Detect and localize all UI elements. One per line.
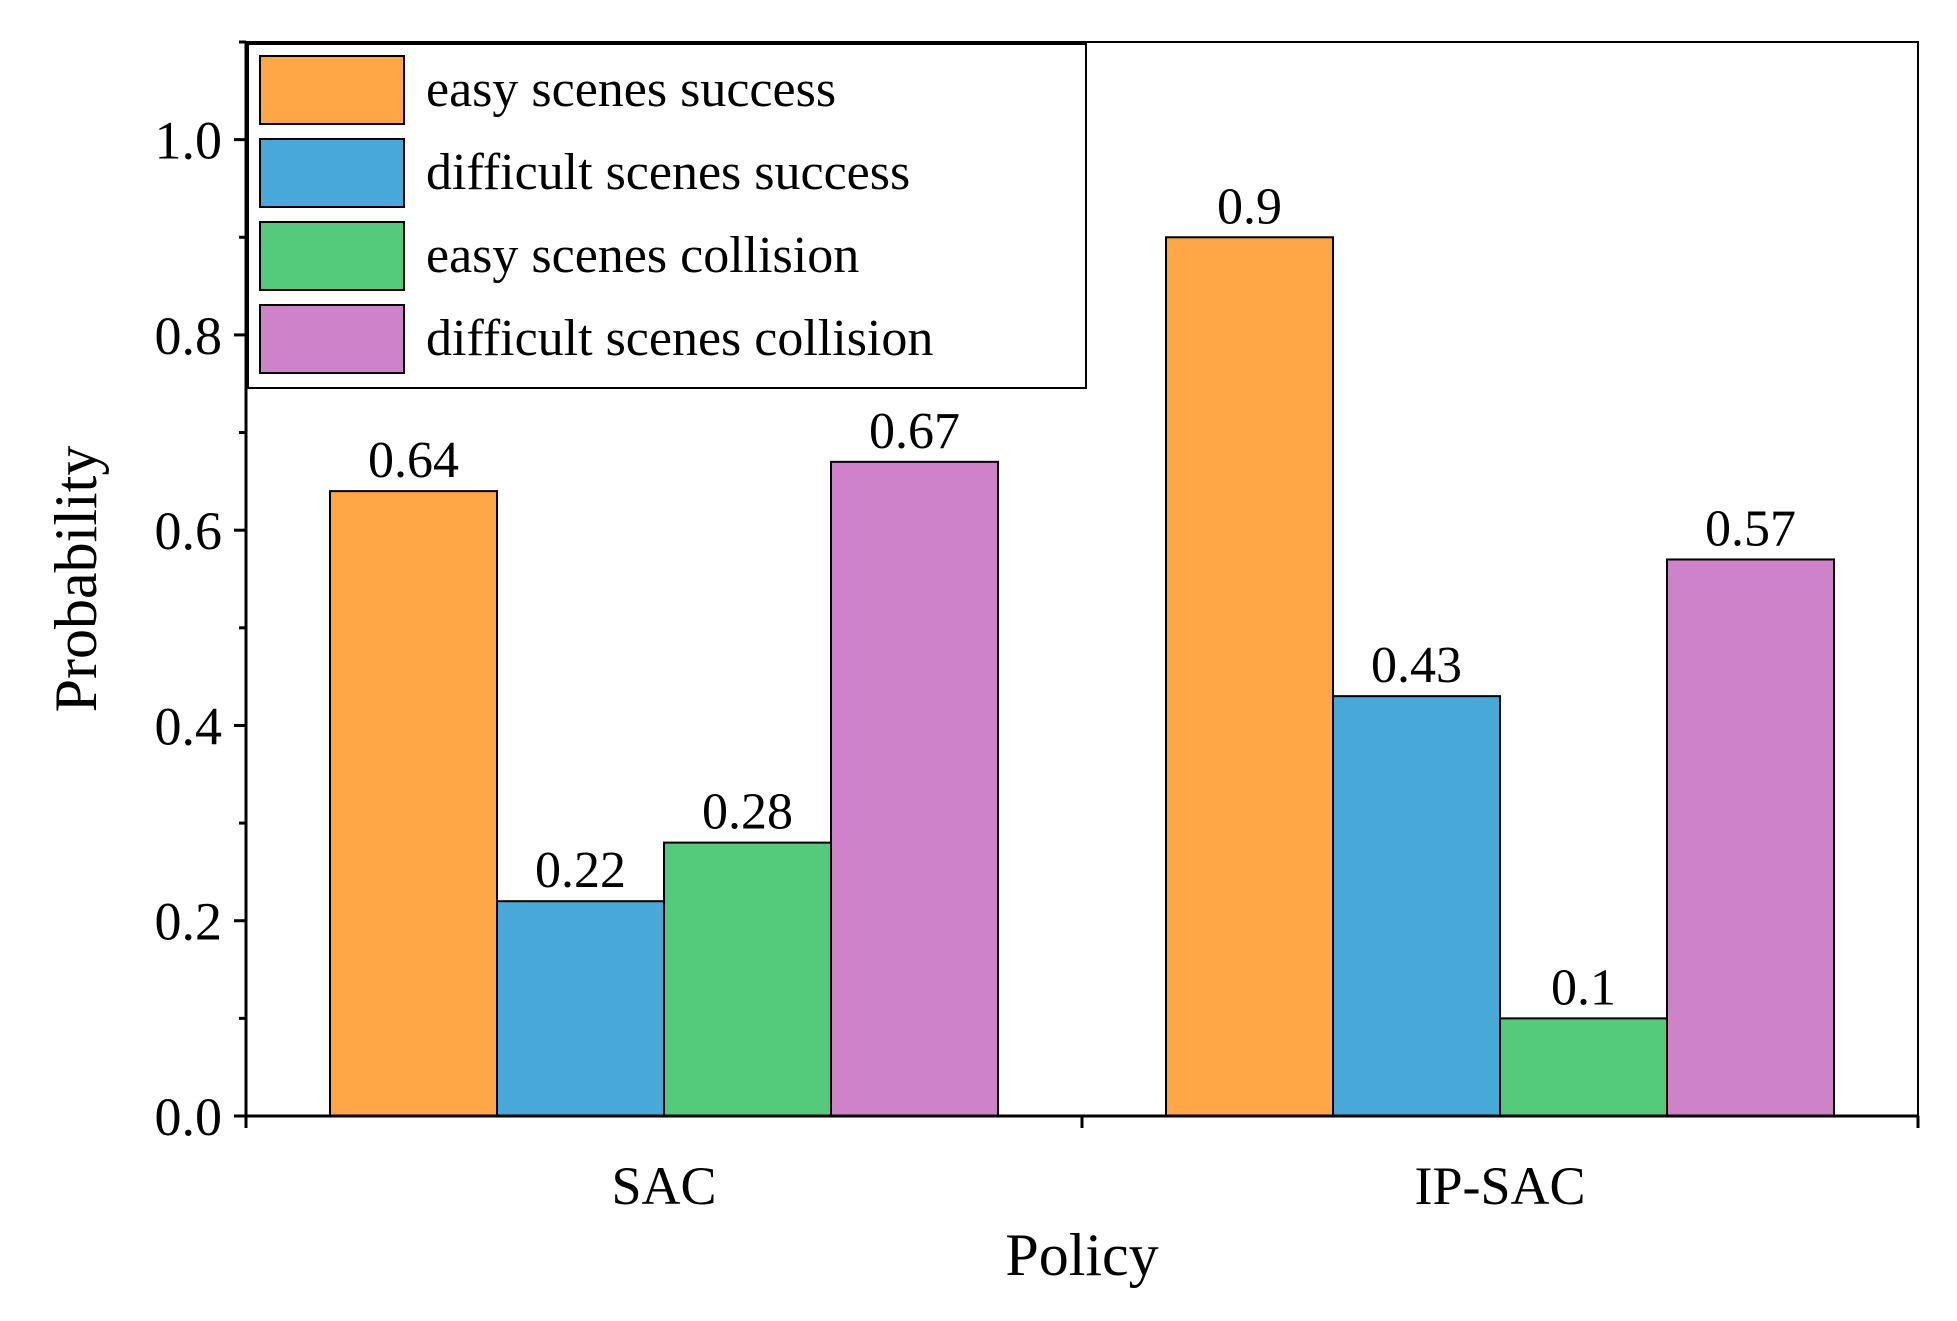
data-label: 0.28 (702, 784, 793, 841)
bar-difficult-scenes-success-SAC (496, 900, 665, 1118)
legend-swatch (259, 55, 405, 125)
legend-label: difficult scenes collision (426, 310, 933, 367)
legend: easy scenes success difficult scenes succ… (247, 43, 1087, 389)
legend-swatch (259, 221, 405, 291)
x-tick-label: SAC (611, 1156, 716, 1216)
x-tick-label: IP-SAC (1414, 1156, 1585, 1216)
bar-easy-scenes-collision-SAC (663, 841, 832, 1117)
data-label: 0.57 (1705, 500, 1796, 557)
bar-difficult-scenes-collision-IP-SAC (1666, 558, 1835, 1117)
bar-difficult-scenes-collision-SAC (830, 460, 999, 1117)
y-tick-label: 0.0 (155, 1087, 223, 1147)
y-tick-label: 0.4 (155, 696, 223, 756)
y-tick-label: 0.8 (155, 306, 223, 366)
data-label: 0.67 (869, 403, 960, 460)
data-label: 0.1 (1551, 959, 1616, 1016)
y-tick-label: 1.0 (155, 111, 223, 171)
y-axis-title: Probability (43, 446, 109, 713)
data-label: 0.43 (1371, 637, 1462, 694)
legend-label: difficult scenes success (426, 144, 910, 201)
legend-swatch (259, 138, 405, 208)
bars-layer (329, 236, 1835, 1118)
data-label: 0.9 (1217, 178, 1282, 235)
axes-layer: 0.0 0.2 0.4 0.6 0.8 1.0 SAC IP-SAC (155, 40, 1920, 1216)
y-tick-label: 0.2 (155, 892, 223, 952)
legend-swatch (259, 304, 405, 374)
data-label: 0.64 (368, 432, 459, 489)
legend-label: easy scenes collision (426, 227, 859, 284)
x-axis-title: Policy (1005, 1222, 1158, 1288)
legend-label: easy scenes success (426, 61, 836, 118)
bar-easy-scenes-success-SAC (329, 490, 498, 1117)
bar-difficult-scenes-success-IP-SAC (1332, 695, 1501, 1117)
bar-easy-scenes-collision-IP-SAC (1499, 1017, 1668, 1118)
bar-easy-scenes-success-IP-SAC (1165, 236, 1334, 1118)
data-label: 0.22 (535, 842, 626, 899)
y-tick-label: 0.6 (155, 501, 223, 561)
data-labels-layer: 0.64 0.9 0.22 0.43 0.28 0.1 0.67 0.57 (368, 178, 1796, 1016)
